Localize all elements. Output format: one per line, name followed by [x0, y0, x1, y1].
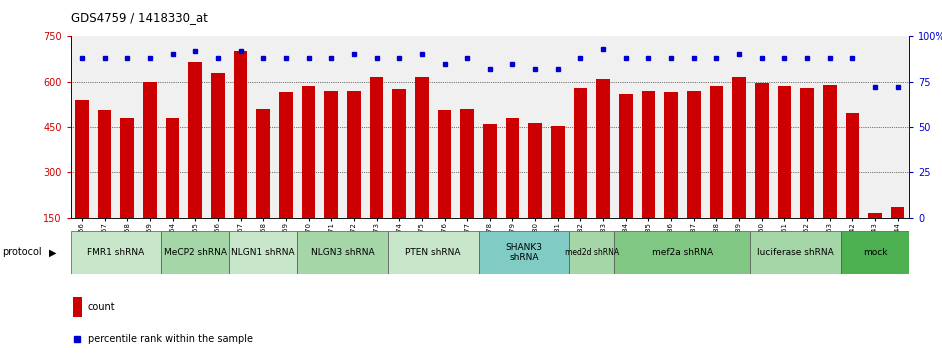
- Bar: [755, 83, 769, 263]
- Bar: [370, 77, 383, 263]
- Text: MeCP2 shRNA: MeCP2 shRNA: [164, 248, 227, 257]
- Bar: [161, 231, 229, 274]
- Text: SHANK3
shRNA: SHANK3 shRNA: [505, 242, 543, 262]
- Bar: [229, 231, 298, 274]
- Bar: [438, 110, 451, 263]
- Bar: [75, 100, 89, 263]
- Bar: [211, 73, 225, 263]
- Bar: [664, 92, 678, 263]
- Bar: [188, 62, 203, 263]
- Bar: [301, 86, 316, 263]
- Bar: [279, 92, 293, 263]
- Bar: [551, 126, 564, 263]
- Bar: [687, 91, 701, 263]
- Text: count: count: [88, 302, 115, 312]
- Bar: [823, 85, 836, 263]
- Bar: [415, 77, 429, 263]
- Text: GDS4759 / 1418330_at: GDS4759 / 1418330_at: [71, 11, 207, 24]
- Bar: [393, 89, 406, 263]
- Bar: [166, 118, 179, 263]
- Bar: [256, 109, 270, 263]
- Bar: [574, 88, 587, 263]
- Text: PTEN shRNA: PTEN shRNA: [405, 248, 461, 257]
- Bar: [143, 82, 156, 263]
- Text: mef2a shRNA: mef2a shRNA: [652, 248, 713, 257]
- Bar: [614, 231, 751, 274]
- Bar: [732, 77, 746, 263]
- Bar: [98, 110, 111, 263]
- Text: med2d shRNA: med2d shRNA: [565, 248, 619, 257]
- Bar: [869, 213, 882, 263]
- Text: NLGN1 shRNA: NLGN1 shRNA: [232, 248, 295, 257]
- Text: mock: mock: [863, 248, 887, 257]
- Bar: [121, 118, 134, 263]
- Bar: [347, 91, 361, 263]
- Bar: [73, 297, 82, 317]
- Bar: [71, 231, 161, 274]
- Text: FMR1 shRNA: FMR1 shRNA: [88, 248, 144, 257]
- Bar: [506, 118, 519, 263]
- Bar: [298, 231, 388, 274]
- Bar: [642, 91, 656, 263]
- Bar: [846, 113, 859, 263]
- Bar: [388, 231, 479, 274]
- Bar: [569, 231, 614, 274]
- Bar: [891, 207, 904, 263]
- Bar: [461, 109, 474, 263]
- Text: luciferase shRNA: luciferase shRNA: [757, 248, 834, 257]
- Text: ▶: ▶: [49, 247, 57, 257]
- Bar: [596, 79, 609, 263]
- Bar: [841, 231, 909, 274]
- Bar: [777, 86, 791, 263]
- Bar: [709, 86, 723, 263]
- Text: percentile rank within the sample: percentile rank within the sample: [88, 334, 252, 344]
- Bar: [324, 91, 338, 263]
- Bar: [234, 52, 248, 263]
- Bar: [619, 94, 633, 263]
- Text: protocol: protocol: [2, 247, 41, 257]
- Bar: [801, 88, 814, 263]
- Bar: [751, 231, 841, 274]
- Bar: [483, 124, 496, 263]
- Bar: [479, 231, 569, 274]
- Text: NLGN3 shRNA: NLGN3 shRNA: [311, 248, 374, 257]
- Bar: [528, 122, 542, 263]
